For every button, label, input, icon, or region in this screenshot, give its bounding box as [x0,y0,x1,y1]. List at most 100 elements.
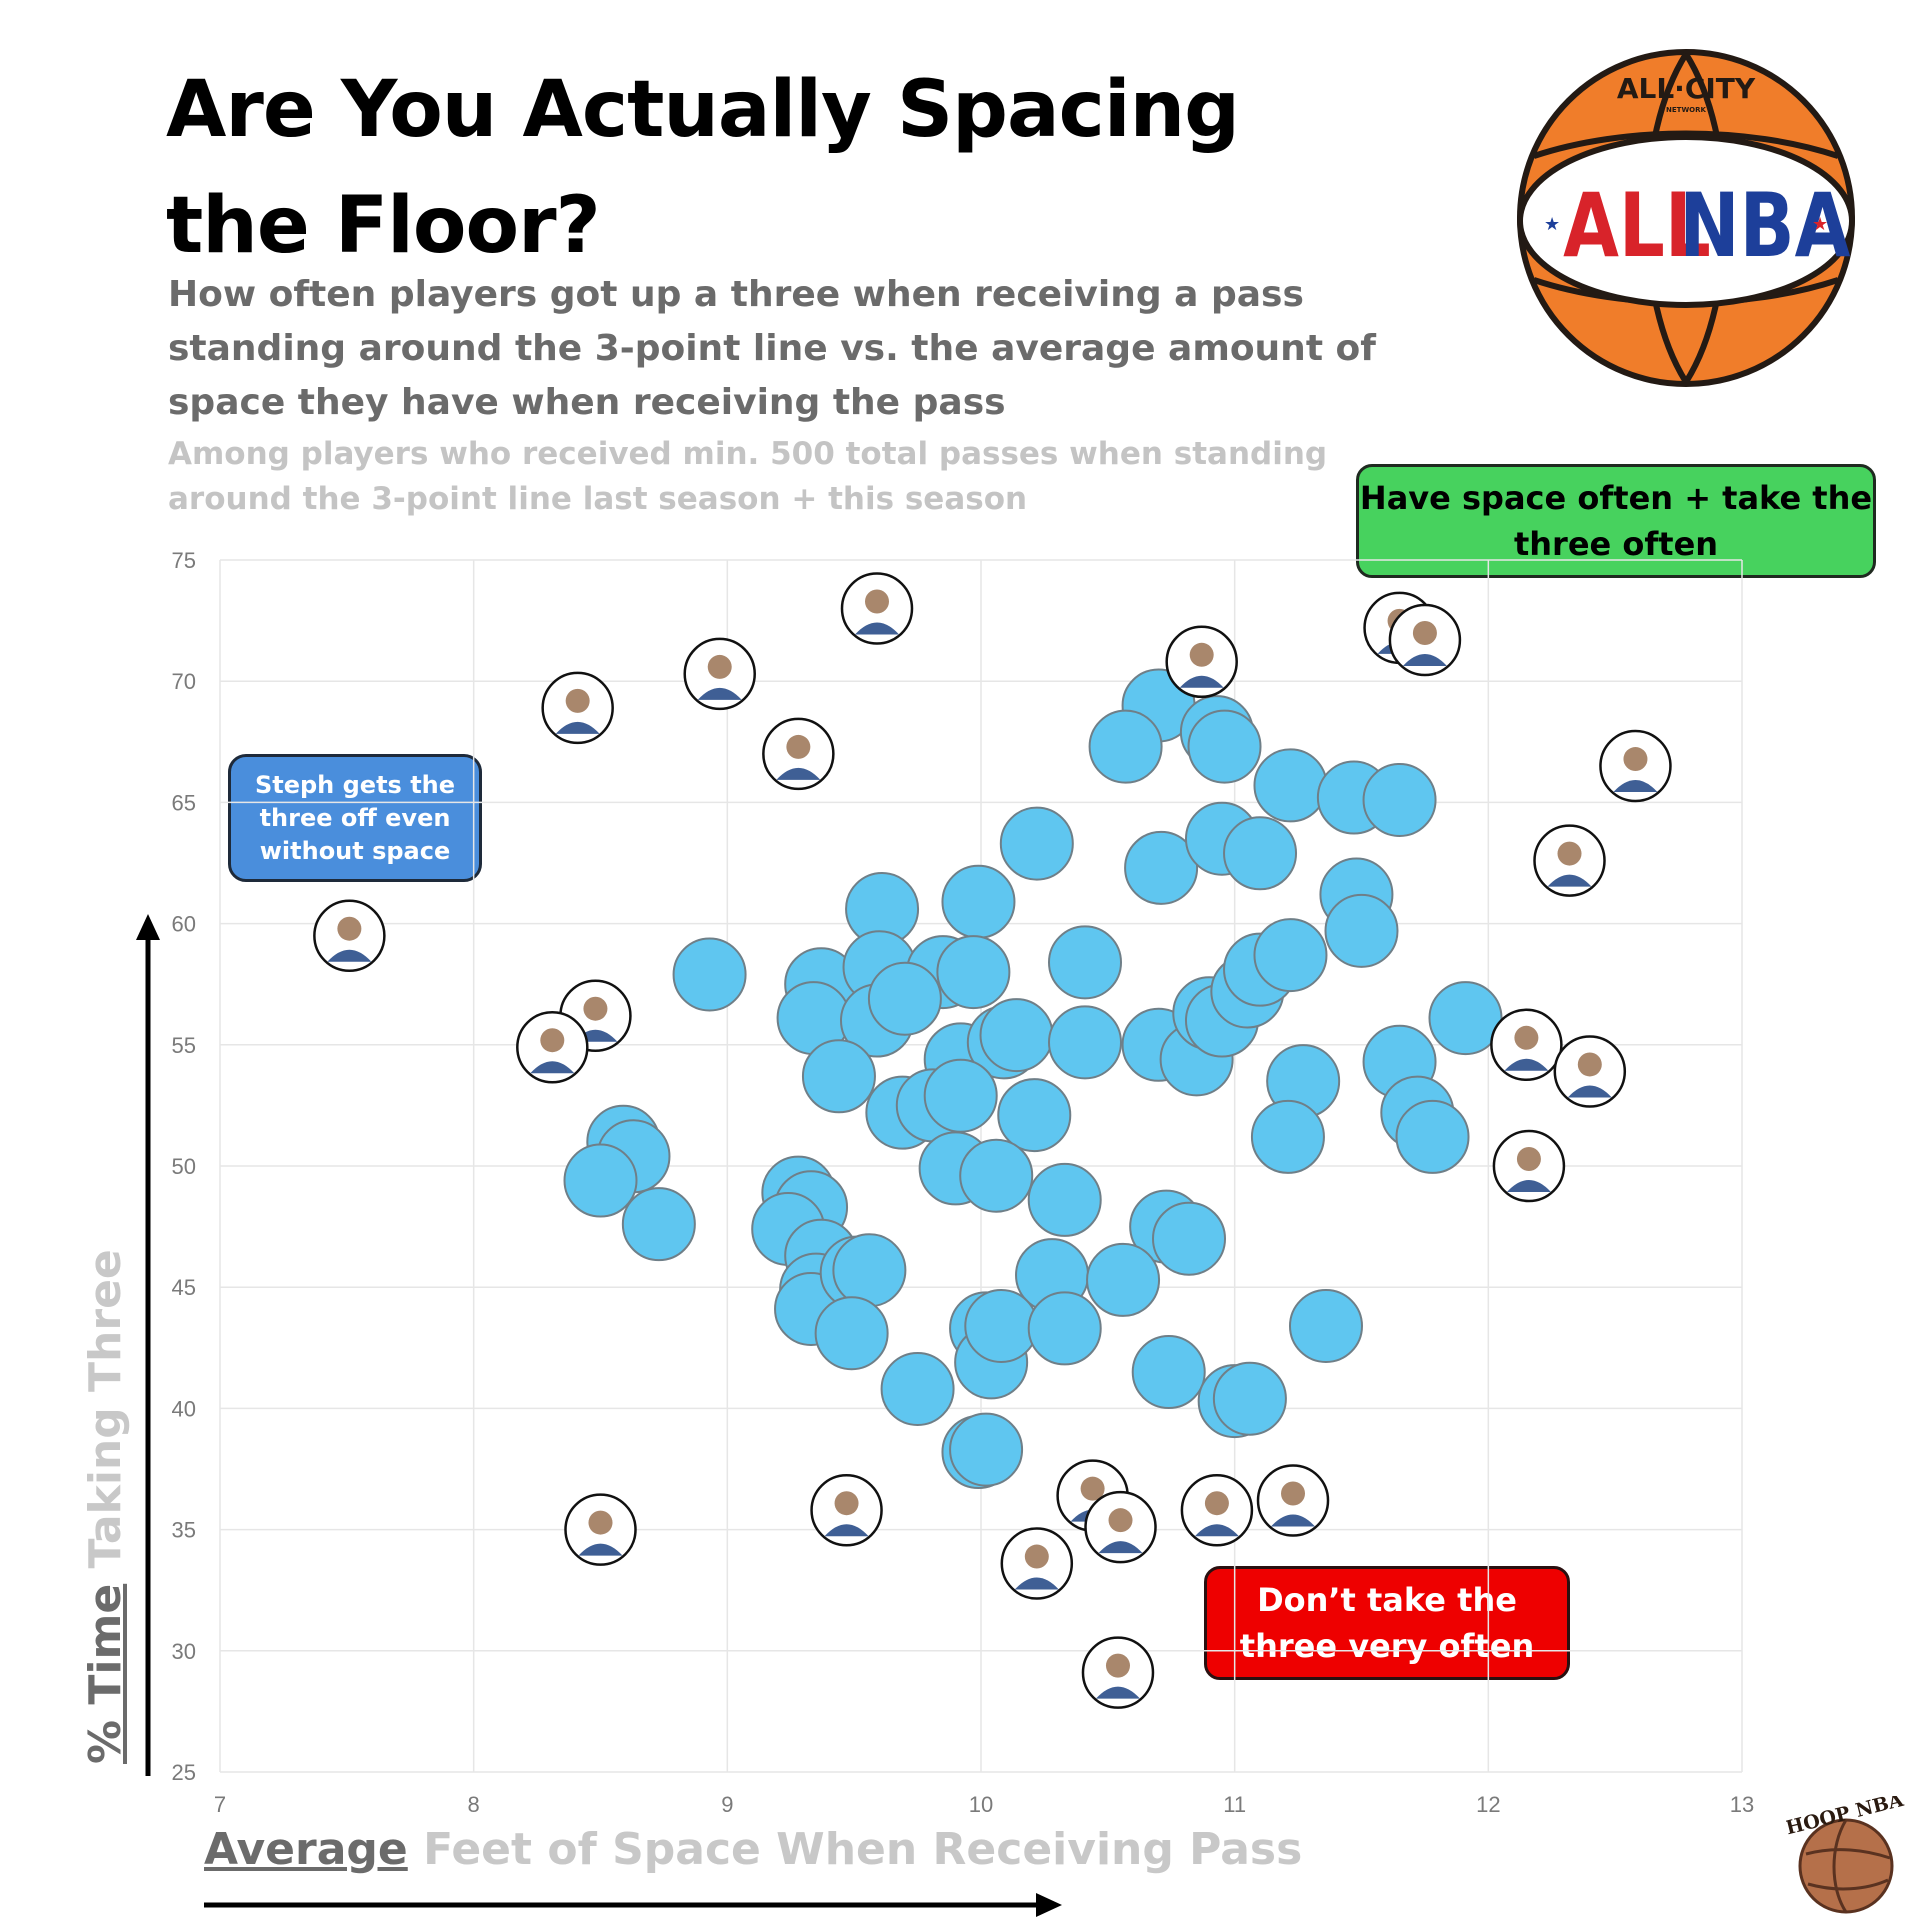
tick-labels: 7 8 9 10 11 12 13 25 30 35 40 45 50 55 60 65 70 75 [172,548,1755,1817]
data-point [1324,893,1399,968]
chart-note: Among players who received min. 500 tota… [168,436,1328,517]
data-point [1124,830,1199,905]
player-head-icon [337,916,362,941]
player-jersey-icon [1547,874,1592,887]
player-jersey-icon [1095,1686,1140,1699]
y-tick-label: 60 [172,912,196,937]
data-point [832,1233,907,1308]
player-jersey-icon [530,1061,575,1074]
data-point [1288,1288,1363,1363]
data-point [801,1039,876,1114]
player-jersey-icon [555,721,600,734]
player-head-icon [583,996,608,1021]
player-head-icon [1281,1481,1306,1506]
y-tick-label: 45 [172,1275,196,1300]
player-jersey-icon [1271,1514,1316,1527]
player-marker [1553,1035,1627,1108]
player-head-icon [786,734,811,759]
player-marker [840,572,914,645]
y-axis-title: % Time Taking Three [78,1249,134,1764]
y-tick-label: 75 [172,548,196,573]
x-tick-label: 11 [1223,1792,1246,1817]
player-jersey-icon [1098,1541,1143,1554]
player-head-icon [540,1028,565,1053]
player-marker [762,717,835,791]
data-point [867,961,942,1036]
logo-main-right: NBA [1679,174,1850,277]
player-marker [1388,603,1462,677]
player-jersey-icon [1194,1524,1239,1537]
player-marker [1165,625,1238,699]
svg-text:★: ★ [1544,214,1560,235]
player-jersey-icon [578,1543,623,1556]
player-marker [313,899,386,972]
data-point [1027,1291,1102,1366]
y-axis-arrowhead [136,914,160,940]
y-tick-label: 25 [172,1760,196,1785]
x-axis-arrowhead [1036,1893,1062,1917]
player-head-icon [1514,1025,1539,1050]
logo-main-left: ALL [1563,174,1711,277]
player-jersey-icon [1506,1180,1551,1192]
player-head-icon [1024,1544,1049,1569]
player-jersey-icon [1014,1577,1059,1590]
data-point [1088,709,1163,784]
y-tick-label: 50 [172,1154,196,1179]
player-marker [1492,1129,1566,1203]
data-point [563,1143,638,1218]
callout-space-and-shoot: Have space often + take the three often [1356,464,1876,578]
data-point [672,937,747,1012]
player-head-icon [1623,747,1648,772]
player-jersey-icon [824,1524,869,1537]
player-head-icon [1080,1476,1105,1501]
data-point [1048,925,1123,1000]
data-point [880,1352,955,1427]
data-point [1086,1242,1161,1317]
player-jersey-icon [1504,1058,1549,1071]
y-tick-label: 30 [172,1639,196,1664]
y-axis-title-rest: Taking Three [80,1249,131,1584]
hoop-nba-logo: HOOP NBA [1786,1796,1906,1914]
player-marker [564,1493,637,1566]
data-point [1187,709,1262,784]
player-head-icon [864,589,889,614]
player-marker [683,637,756,711]
x-tick-label: 13 [1730,1792,1754,1817]
callout-rarely-shoot: Don’t take the three very often [1204,1566,1570,1680]
y-tick-label: 35 [172,1518,196,1543]
player-marker [1000,1527,1074,1600]
x-tick-label: 10 [969,1792,993,1817]
x-tick-label: 7 [214,1792,226,1817]
player-jersey-icon [1179,675,1224,688]
data-point [1395,1099,1470,1174]
player-marker [1490,1008,1563,1082]
data-point [1253,748,1328,823]
player-jersey-icon [1613,780,1658,793]
data-point [1212,1361,1287,1436]
y-tick-label: 40 [172,1396,196,1421]
data-point [959,1138,1034,1213]
player-head-icon [1412,620,1437,645]
data-point [999,806,1074,881]
data-point [923,1058,998,1133]
bubbles [563,668,1503,1490]
player-head-icon [588,1510,613,1535]
logo-small-text: NETWORK [1666,106,1706,114]
player-marker [541,671,614,745]
x-axis-title-rest: Feet of Space When Receiving Pass [407,1824,1303,1875]
svg-text:★: ★ [1812,214,1828,235]
player-marker [1180,1473,1254,1547]
x-tick-label: 8 [468,1792,480,1817]
player-marker [1533,824,1606,897]
x-axis-title-underlined: Average [204,1824,408,1875]
player-head-icon [834,1491,859,1516]
player-jersey-icon [697,687,742,700]
player-head-icon [565,688,590,713]
player-marker [1256,1464,1330,1537]
data-point [936,935,1011,1010]
player-jersey-icon [776,767,821,780]
data-point [964,1288,1039,1363]
player-head-icon [1577,1052,1602,1077]
player-marker [1081,1636,1155,1709]
data-point [997,1078,1072,1153]
